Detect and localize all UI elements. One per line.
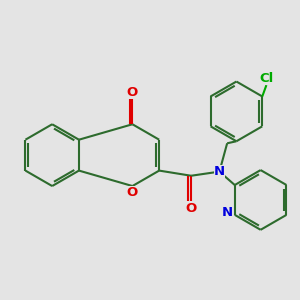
Text: O: O	[127, 86, 138, 99]
Text: O: O	[185, 202, 197, 215]
Text: Cl: Cl	[260, 72, 274, 85]
Text: N: N	[214, 165, 225, 178]
Text: N: N	[222, 206, 233, 219]
Text: O: O	[127, 186, 138, 199]
